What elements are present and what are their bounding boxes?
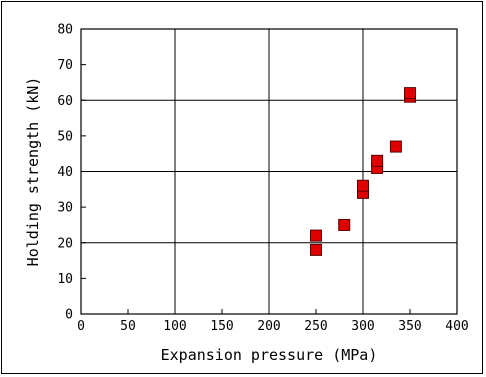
x-tick-label: 150 xyxy=(210,319,233,334)
x-tick-label: 300 xyxy=(351,319,374,334)
y-tick-label: 80 xyxy=(57,23,73,38)
x-tick-label: 100 xyxy=(163,319,186,334)
y-tick-label: 20 xyxy=(57,236,73,251)
data-point xyxy=(389,140,402,153)
data-point xyxy=(404,87,416,100)
x-axis-label: Expansion pressure (MPa) xyxy=(161,346,378,364)
x-tick-label: 250 xyxy=(304,319,327,334)
data-points xyxy=(310,87,416,256)
data-point xyxy=(371,154,384,167)
x-tick-label: 0 xyxy=(77,319,85,334)
y-tick-label: 70 xyxy=(57,58,73,73)
x-tick-label: 400 xyxy=(445,319,468,334)
data-point xyxy=(310,243,322,256)
y-tick-label: 30 xyxy=(57,201,73,216)
y-tick-label: 0 xyxy=(65,308,73,323)
x-tick-label: 350 xyxy=(398,319,421,334)
data-point xyxy=(338,218,351,231)
data-point xyxy=(310,229,322,242)
x-tick-label: 50 xyxy=(120,319,136,334)
y-tick-label: 40 xyxy=(57,165,73,180)
y-tick-label: 60 xyxy=(57,94,73,109)
y-tick-label: 10 xyxy=(57,272,73,287)
tick-labels: 0 50 100 150 200 250 300 350 400 0 10 20 30 40 50 60 70 8… xyxy=(57,23,468,335)
grid-lines xyxy=(81,29,457,314)
data-point xyxy=(357,179,369,192)
y-axis-label: Holding strength (kN) xyxy=(24,77,42,267)
x-tick-label: 200 xyxy=(257,319,280,334)
y-tick-label: 50 xyxy=(57,129,73,144)
